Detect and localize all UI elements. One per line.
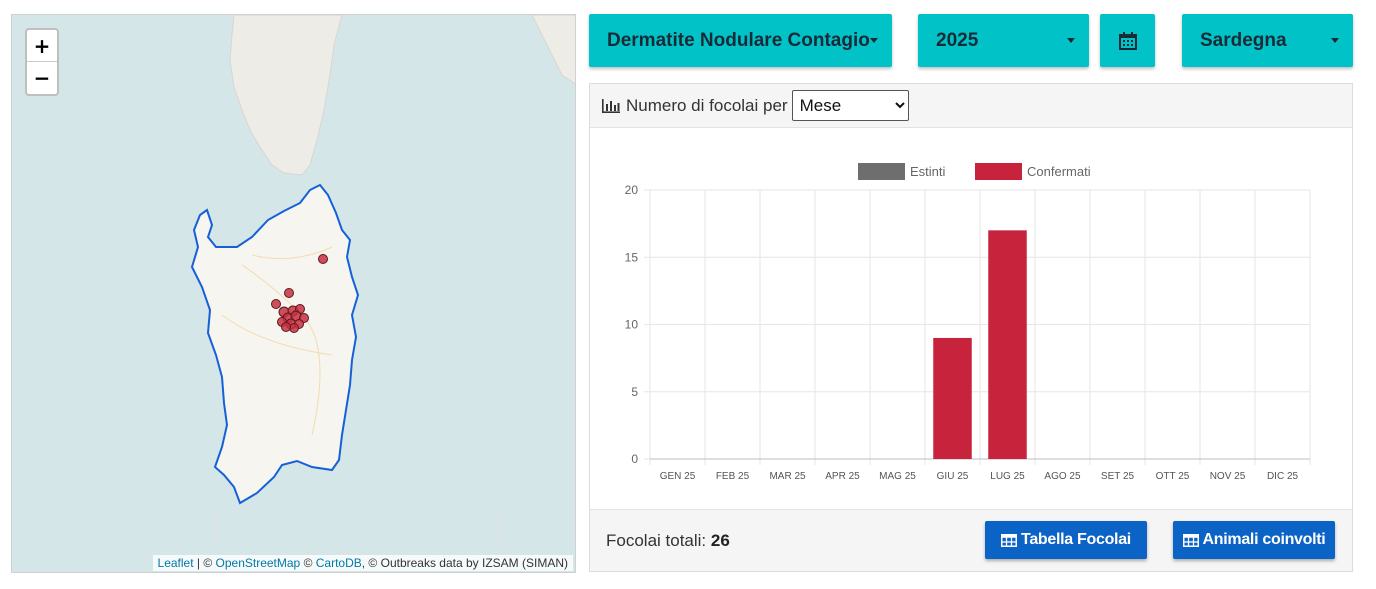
leaflet-link[interactable]: Leaflet — [157, 556, 194, 570]
outbreak-markers — [271, 254, 328, 333]
calendar-button[interactable] — [1100, 14, 1155, 67]
zoom-out-button[interactable]: − — [33, 66, 51, 90]
y-tick-label: 5 — [631, 385, 638, 399]
table-icon — [1001, 533, 1018, 547]
calendar-icon — [1118, 31, 1137, 50]
x-tick-label: LUG 25 — [990, 471, 1025, 482]
x-tick-label: MAR 25 — [769, 471, 806, 482]
x-tick-label: FEB 25 — [716, 471, 750, 482]
bar-confermati — [933, 337, 972, 459]
disease-dropdown-label: Dermatite Nodulare Contagio — [607, 29, 870, 51]
region-dropdown-label: Sardegna — [1200, 29, 1287, 51]
x-tick-label: SET 25 — [1101, 471, 1135, 482]
chart-panel-title: Numero di focolai per — [626, 95, 788, 115]
outbreak-marker — [284, 288, 294, 298]
chart-y-ticks: 0 5 10 15 20 — [625, 183, 639, 466]
bar-chart-icon — [602, 98, 620, 113]
x-tick-label: GIU 25 — [937, 471, 969, 482]
zoom-in-button[interactable]: + — [27, 30, 57, 62]
x-tick-label: GEN 25 — [660, 471, 696, 482]
year-dropdown-label: 2025 — [936, 29, 979, 51]
total-outbreaks: Focolai totali: 26 — [606, 531, 730, 551]
disease-dropdown[interactable]: Dermatite Nodulare Contagio — [589, 14, 892, 67]
legend-swatch — [858, 163, 905, 180]
y-tick-label: 0 — [631, 452, 638, 466]
outbreaks-table-button[interactable]: Tabella Focolai — [985, 521, 1147, 559]
total-outbreaks-label: Focolai totali: — [606, 531, 707, 550]
total-outbreaks-value: 26 — [710, 531, 730, 550]
cartodb-link[interactable]: CartoDB — [315, 556, 362, 570]
outbreak-map[interactable]: + − Leaflet | © OpenStreetMap © CartoDB,… — [11, 14, 576, 573]
outbreaks-bar-chart: Estinti Confermati 0 5 10 15 20 GEN 25 FEB 25 M… — [625, 163, 1311, 482]
period-select[interactable]: Mese — [791, 90, 909, 121]
x-tick-label: DIC 25 — [1267, 471, 1299, 482]
x-tick-label: NOV 25 — [1210, 471, 1246, 482]
caret-down-icon — [1067, 38, 1075, 43]
attribution-sep: | © — [193, 556, 216, 570]
y-tick-label: 20 — [625, 183, 639, 197]
chart-bars — [933, 230, 1027, 459]
sardinia-land — [190, 183, 360, 505]
chart-panel: Numero di focolai per Mese Estinti Confer… — [589, 83, 1353, 572]
chart-grid — [644, 189, 1311, 465]
chart-panel-header: Numero di focolai per Mese — [590, 84, 1352, 128]
caret-down-icon — [870, 38, 878, 43]
map-attribution: Leaflet | © OpenStreetMap © CartoDB, © O… — [152, 555, 573, 571]
corsica-land — [229, 15, 343, 176]
outbreak-marker — [281, 322, 291, 332]
legend-label: Confermati — [1027, 164, 1091, 179]
year-dropdown[interactable]: 2025 — [918, 14, 1089, 67]
x-tick-label: AGO 25 — [1044, 471, 1081, 482]
y-tick-label: 10 — [625, 318, 639, 332]
bar-confermati — [988, 230, 1027, 459]
attribution-data-source: , © Outbreaks data by IZSAM (SIMAN) — [361, 556, 568, 570]
animals-involved-label: Animali coinvolti — [1202, 531, 1326, 548]
outbreak-marker — [318, 254, 328, 264]
x-tick-label: OTT 25 — [1156, 471, 1190, 482]
chart-panel-footer: Focolai totali: 26 Tabella Focolai Anima… — [590, 509, 1352, 571]
x-tick-label: APR 25 — [825, 471, 860, 482]
chart-x-ticks: GEN 25 FEB 25 MAR 25 APR 25 MAG 25 GIU 25 LUG … — [660, 471, 1299, 482]
osm-link[interactable]: OpenStreetMap — [215, 556, 301, 570]
map-basemap — [190, 15, 575, 572]
table-icon — [1182, 533, 1199, 547]
animals-involved-button[interactable]: Animali coinvolti — [1173, 521, 1335, 559]
legend-swatch — [975, 163, 1022, 180]
y-tick-label: 15 — [625, 250, 639, 264]
attribution-sep: © — [300, 556, 316, 570]
outbreak-marker — [271, 299, 281, 309]
outbreaks-table-label: Tabella Focolai — [1021, 531, 1131, 548]
mainland-land — [531, 15, 575, 85]
x-tick-label: MAG 25 — [879, 471, 916, 482]
region-dropdown[interactable]: Sardegna — [1182, 14, 1353, 67]
zoom-control: + − — [25, 28, 59, 96]
legend-label: Estinti — [910, 164, 946, 179]
caret-down-icon — [1331, 38, 1339, 43]
chart-legend: Estinti Confermati — [858, 163, 1091, 180]
